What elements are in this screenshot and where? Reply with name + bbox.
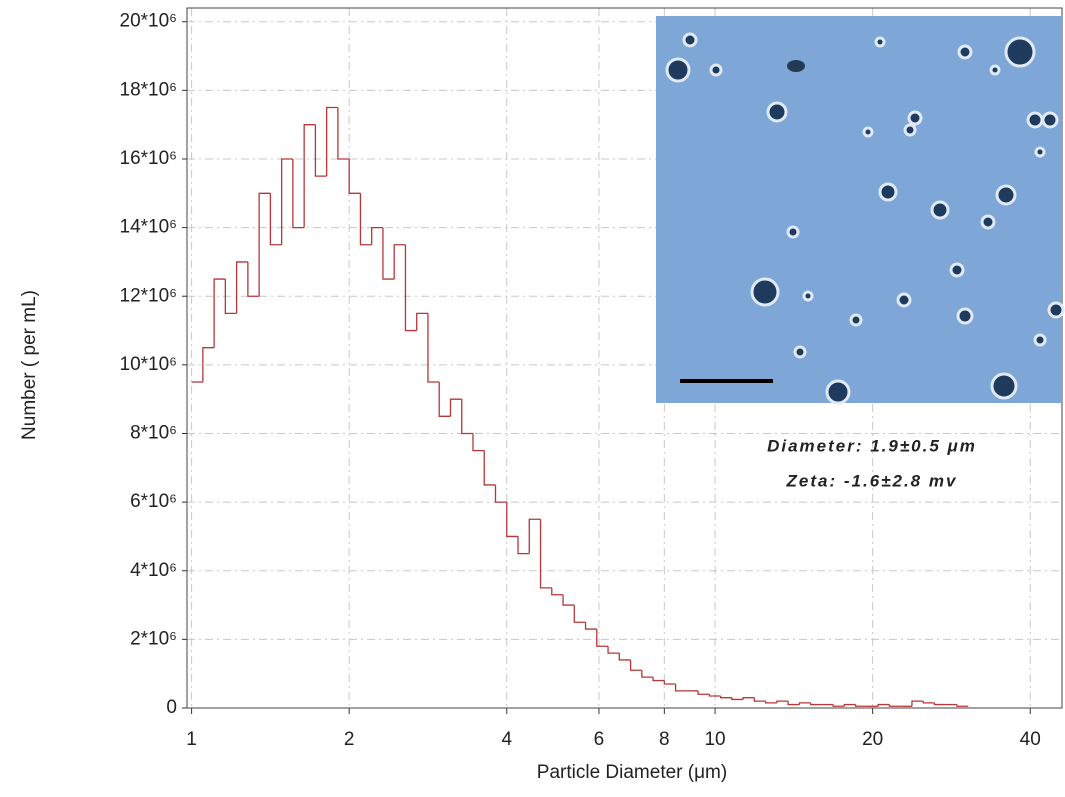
histogram-step bbox=[764, 701, 777, 704]
histogram-step bbox=[506, 502, 519, 538]
histogram-step bbox=[528, 518, 541, 554]
histogram-step bbox=[337, 107, 350, 160]
inset-micrograph bbox=[656, 16, 1065, 405]
y-tick-label: 14*10⁶ bbox=[120, 217, 177, 238]
histogram-step bbox=[607, 646, 620, 654]
histogram-step bbox=[539, 519, 552, 589]
histogram-step bbox=[855, 704, 867, 707]
histogram-step bbox=[461, 399, 473, 435]
histogram-step bbox=[810, 702, 822, 706]
x-tick-label: 20 bbox=[862, 729, 883, 750]
x-tick-label: 6 bbox=[594, 729, 605, 750]
histogram-step bbox=[877, 703, 890, 707]
histogram-step bbox=[843, 703, 856, 707]
histogram-step bbox=[911, 700, 924, 707]
y-tick-label: 16*10⁶ bbox=[120, 148, 177, 169]
histogram-step bbox=[292, 158, 305, 229]
histogram-step bbox=[416, 312, 428, 331]
x-tick-label: 4 bbox=[501, 729, 512, 750]
histogram-step bbox=[382, 227, 395, 280]
annotation: Zeta: -1.6±2.8 mv bbox=[786, 471, 958, 490]
histogram-step bbox=[956, 704, 969, 707]
histogram-step bbox=[314, 124, 327, 177]
y-tick-label: 6*10⁶ bbox=[130, 491, 177, 512]
histogram-step bbox=[731, 697, 744, 701]
y-tick-label: 12*10⁶ bbox=[120, 285, 177, 306]
histogram-step bbox=[922, 701, 935, 704]
histogram-step bbox=[708, 694, 721, 697]
histogram-step bbox=[596, 629, 609, 647]
histogram-step bbox=[562, 594, 575, 606]
histogram-step bbox=[494, 484, 507, 503]
histogram-step bbox=[787, 701, 800, 706]
histogram-step bbox=[449, 398, 462, 417]
x-tick-label: 10 bbox=[704, 729, 725, 750]
histogram-step bbox=[798, 702, 811, 705]
histogram-step bbox=[618, 653, 631, 661]
histogram-step bbox=[652, 677, 665, 682]
x-tick-label: 1 bbox=[186, 729, 197, 750]
histogram-step bbox=[776, 700, 789, 703]
histogram-step bbox=[371, 226, 383, 245]
histogram-step bbox=[348, 158, 361, 194]
annotation: Diameter: 1.9±0.5 μm bbox=[767, 436, 977, 455]
histogram-step bbox=[472, 433, 485, 452]
histogram-step bbox=[427, 313, 440, 383]
histogram-step bbox=[438, 382, 451, 417]
y-tick-label: 20*10⁶ bbox=[120, 11, 177, 32]
histogram-step bbox=[404, 244, 417, 332]
y-tick-label: 0 bbox=[166, 697, 177, 718]
histogram-step bbox=[280, 158, 293, 245]
histogram-step bbox=[933, 702, 946, 706]
histogram-step bbox=[359, 193, 372, 246]
histogram-step bbox=[258, 192, 271, 297]
y-tick-label: 4*10⁶ bbox=[130, 560, 177, 581]
histogram-step bbox=[551, 587, 564, 596]
histogram-step bbox=[584, 622, 597, 630]
histogram-step bbox=[224, 279, 237, 315]
plot-layer: 0 2*10⁶ 4*10⁶ 6*10⁶ 8*10⁶ 10*10⁶ 12*10⁶ 14*10⁶ 1… bbox=[120, 7, 1063, 750]
y-tick-label: 18*10⁶ bbox=[120, 79, 177, 100]
histogram-step bbox=[573, 605, 586, 623]
x-tick-label: 2 bbox=[344, 729, 355, 750]
y-axis-label: Number ( per mL) bbox=[19, 290, 40, 440]
histogram-step bbox=[697, 690, 710, 695]
y-tick-label: 10*10⁶ bbox=[120, 354, 177, 375]
histogram-step bbox=[303, 124, 316, 228]
histogram-step bbox=[832, 704, 845, 707]
histogram-step bbox=[719, 695, 732, 699]
histogram-step bbox=[269, 193, 282, 246]
histogram-step bbox=[888, 704, 901, 707]
y-tick-label: 8*10⁶ bbox=[130, 423, 177, 444]
histogram-step bbox=[202, 347, 215, 383]
histogram-step bbox=[674, 683, 687, 692]
histogram-step bbox=[742, 697, 755, 700]
histogram-step bbox=[326, 106, 338, 177]
x-axis-label: Particle Diameter (μm) bbox=[537, 762, 727, 783]
histogram-step bbox=[663, 680, 676, 685]
histogram-step bbox=[247, 261, 260, 297]
histogram-step bbox=[393, 244, 406, 280]
histogram-step bbox=[483, 450, 496, 486]
histogram-step bbox=[753, 697, 766, 702]
histogram-step bbox=[213, 278, 226, 348]
y-tick-label: 2*10⁶ bbox=[130, 628, 177, 649]
x-tick-label: 8 bbox=[659, 729, 670, 750]
histogram-step bbox=[629, 659, 642, 671]
histogram-step bbox=[641, 670, 654, 678]
histogram-step bbox=[235, 261, 248, 314]
histogram-step bbox=[517, 536, 530, 555]
x-tick-label: 40 bbox=[1020, 729, 1041, 750]
